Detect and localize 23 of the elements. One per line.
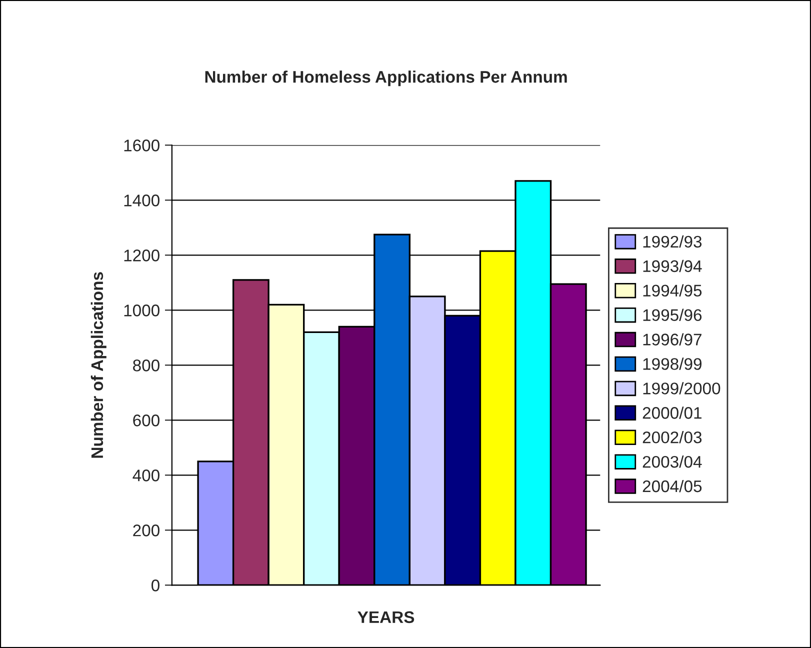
legend-label: 1992/93 — [643, 235, 702, 248]
legend-label: 1995/96 — [643, 308, 702, 321]
legend-label: 1994/95 — [643, 284, 702, 297]
y-tick-label: 600 — [133, 414, 160, 426]
chart-title: Number of Homeless Applications Per Annum — [205, 70, 567, 86]
y-tick-label: 800 — [133, 360, 160, 372]
legend-label: 1999/2000 — [643, 382, 720, 394]
y-tick-label: 1400 — [124, 194, 160, 206]
y-tick-label: 400 — [132, 470, 160, 482]
y-axis-title: Number of Applications — [90, 272, 106, 458]
y-tick-label: 1000 — [124, 304, 160, 316]
y-tick-label: 200 — [133, 524, 160, 536]
x-axis-title: YEARS — [358, 611, 414, 624]
y-tick-label: 0 — [152, 580, 160, 592]
legend-label: 1996/97 — [643, 333, 702, 346]
legend-label: 2003/04 — [642, 456, 702, 468]
legend-label: 2004/05 — [642, 480, 702, 492]
y-tick-label: 1600 — [124, 140, 160, 152]
legend-label: 1993/94 — [643, 260, 702, 272]
y-tick-label: 1200 — [124, 250, 160, 262]
legend-label: 1998/99 — [643, 358, 702, 370]
legend-label: 2000/01 — [642, 406, 702, 419]
legend-label: 2002/03 — [642, 431, 702, 444]
